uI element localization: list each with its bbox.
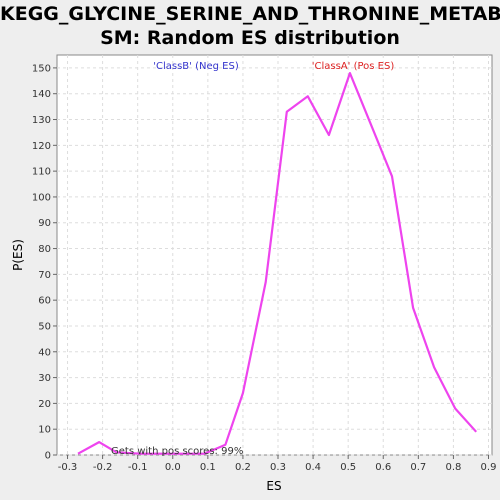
y-tick-label: 0	[45, 451, 51, 462]
y-tick-label: 150	[32, 63, 51, 74]
y-tick-label: 100	[32, 192, 51, 203]
plot-area	[56, 54, 493, 456]
x-tick-label: 0.1	[200, 462, 216, 473]
x-axis: -0.3 -0.2 -0.1 0.0 0.1 0.2 0.3 0.4 0.5 0.6 0.7 0.8 0…	[58, 455, 497, 473]
y-tick-label: 70	[38, 270, 51, 281]
y-tick-label: 90	[38, 218, 51, 229]
x-tick-label: -0.3	[58, 462, 78, 473]
y-axis: 0 10 20 30 40 50 60 70 80 90 100 110 120 130 140 150	[32, 63, 57, 462]
legend-entry-pos: 'ClassA' (Pos ES)	[312, 61, 395, 72]
y-tick-label: 20	[38, 399, 51, 410]
x-tick-label: 0.0	[165, 462, 181, 473]
x-tick-label: 0.4	[305, 462, 321, 473]
chart-title-line-1: KEGG_GLYCINE_SERINE_AND_THRONINE_METABOL…	[0, 3, 500, 25]
series-layer	[77, 71, 478, 455]
chart-title-line-2: SM: Random ES distribution	[100, 27, 400, 49]
series-line	[77, 71, 478, 455]
y-tick-label: 110	[32, 167, 51, 178]
x-tick-label: 0.9	[481, 462, 497, 473]
grid-lines	[57, 55, 492, 456]
x-tick-label: 0.7	[410, 462, 426, 473]
x-axis-label: ES	[266, 479, 281, 493]
y-tick-label: 140	[32, 89, 51, 100]
x-tick-label: -0.1	[128, 462, 148, 473]
y-tick-label: 130	[32, 115, 51, 126]
x-tick-label: 0.3	[270, 462, 286, 473]
y-tick-label: 10	[38, 425, 51, 436]
y-tick-label: 60	[38, 296, 51, 307]
x-tick-label: -0.2	[93, 462, 113, 473]
y-axis-label: P(ES)	[11, 239, 25, 271]
y-tick-label: 50	[38, 321, 51, 332]
legend-entry-neg: 'ClassB' (Neg ES)	[153, 61, 239, 72]
x-tick-label: 0.5	[340, 462, 356, 473]
y-tick-label: 80	[38, 244, 51, 255]
x-tick-label: 0.8	[445, 462, 461, 473]
x-tick-label: 0.6	[375, 462, 391, 473]
y-tick-label: 40	[38, 347, 51, 358]
y-tick-label: 30	[38, 373, 51, 384]
y-tick-label: 120	[32, 141, 51, 152]
pos-score-annotation: Gets with pos scores: 99%	[111, 446, 243, 457]
x-tick-label: 0.2	[235, 462, 251, 473]
